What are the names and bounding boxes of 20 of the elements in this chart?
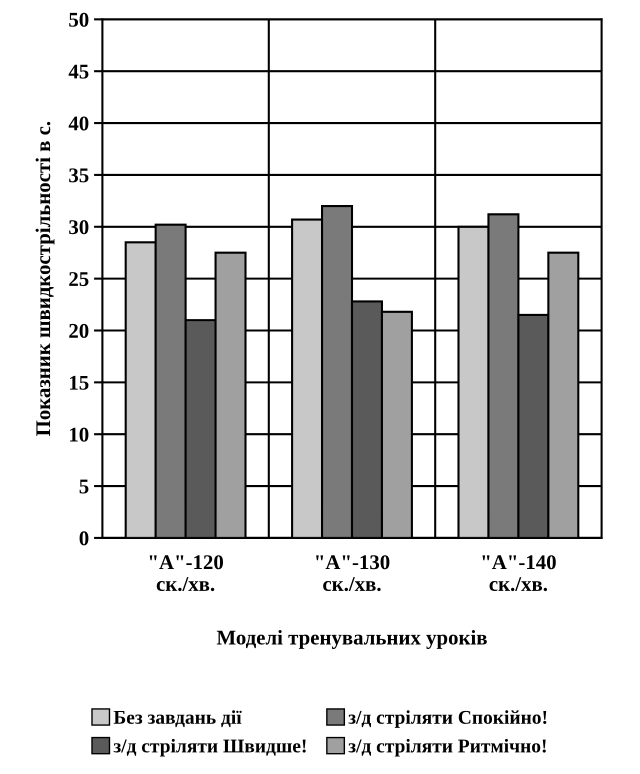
x-tick-label: "А"-120 ск./хв.	[150, 555, 223, 592]
legend-label: з/д стріляти Спокійно!	[348, 710, 546, 728]
y-tick-label: 40	[68, 116, 88, 130]
y-tick-label: 25	[69, 272, 88, 286]
y-axis-title: Показник швидкострільності в с.	[36, 122, 54, 436]
y-tick-label: 20	[69, 324, 88, 338]
y-tick-label: 0	[80, 531, 88, 546]
x-axis-title: Моделі тренувальних уроків	[216, 630, 487, 649]
y-tick-label: 35	[69, 168, 88, 182]
y-tick-label: 15	[70, 376, 88, 390]
y-tick-label: 30	[69, 220, 88, 234]
legend-label: з/д стріляти Ритмічно!	[348, 738, 546, 756]
legend-label: Без завдань дії	[114, 710, 242, 728]
y-tick-label: 5	[80, 480, 88, 494]
x-tick-label: "А"-130 ск./хв.	[316, 555, 390, 592]
legend-label: з/д стріляти Швидше!	[114, 738, 306, 756]
y-tick-label: 10	[70, 428, 88, 442]
x-tick-label: "А"-140 ск./хв.	[482, 555, 556, 592]
y-tick-label: 50	[69, 12, 88, 27]
y-tick-label: 45	[68, 64, 88, 79]
